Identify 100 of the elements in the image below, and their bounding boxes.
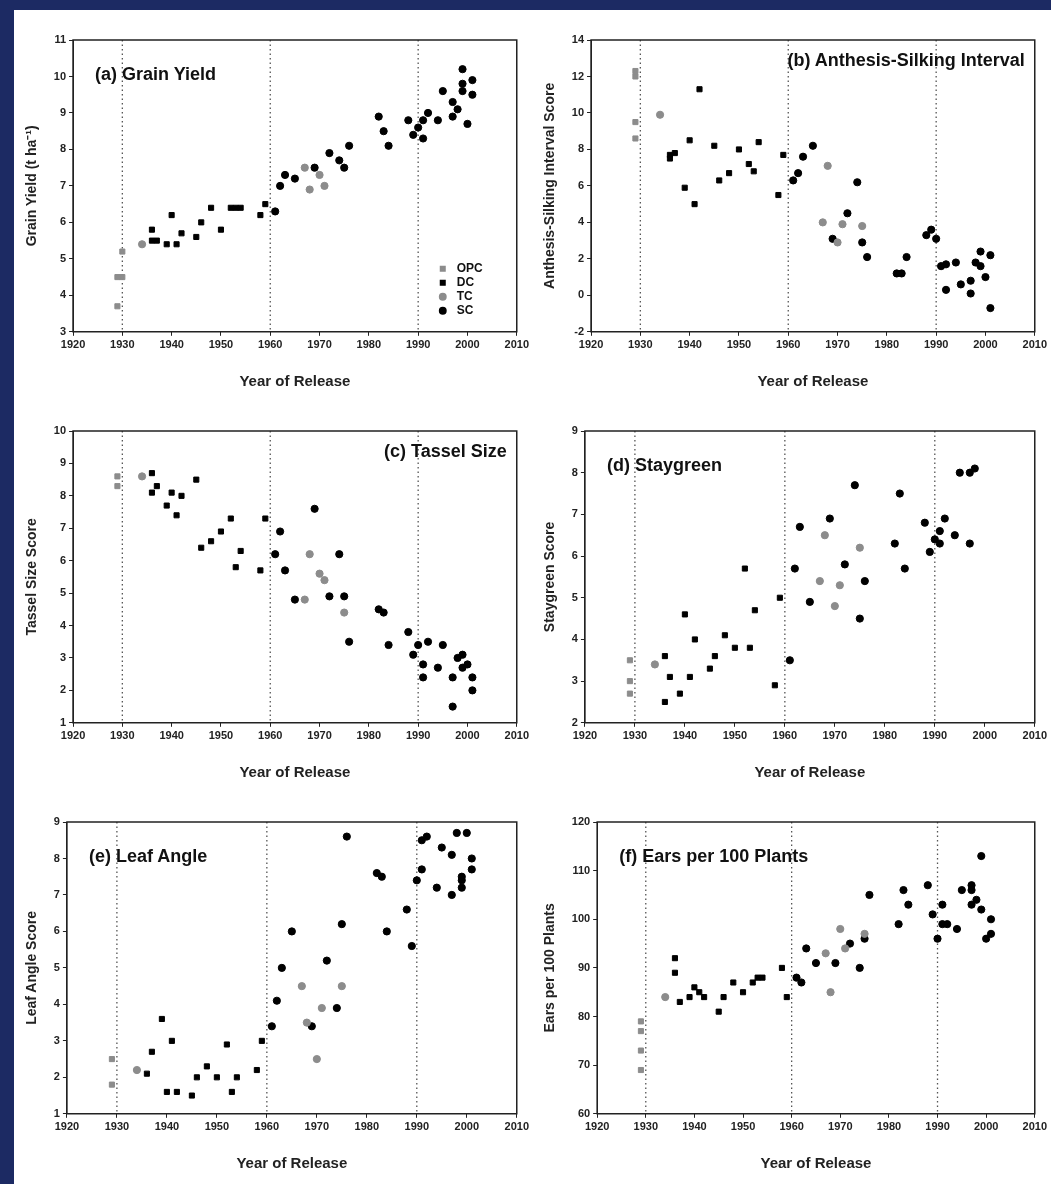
y-tick-label: 80 [577, 1009, 591, 1022]
y-tick-label: 5 [571, 590, 578, 603]
x-tick-label: 1970 [304, 1120, 330, 1133]
x-tick-label: 1920 [572, 729, 598, 742]
x-tick-label: 1960 [258, 729, 283, 742]
text: (f) Ears per 100 Plants [619, 845, 809, 866]
y-tick-label: 8 [59, 488, 67, 501]
y-tick-label: 110 [572, 863, 591, 876]
x-tick-label: 1980 [354, 1120, 380, 1133]
x-tick-label: 1990 [405, 338, 431, 351]
y-tick-label: 3 [53, 1033, 60, 1046]
x-axis-title: Year of Release [754, 763, 866, 781]
y-tick-label: 0 [577, 288, 585, 301]
y-tick-label: 6 [59, 553, 67, 566]
x-tick-label: 1970 [828, 1120, 853, 1133]
y-tick-label: 60 [577, 1106, 591, 1119]
y-tick-label: 5 [53, 960, 60, 973]
x-tick-label: 1920 [54, 1120, 80, 1133]
legend-label: OPC [456, 261, 484, 276]
y-tick-label: 4 [53, 997, 61, 1010]
x-tick-label: 2000 [454, 1120, 480, 1133]
text: (e) Leaf Angle [88, 845, 208, 866]
y-axis-title: Grain Yield (t ha⁻¹) [23, 125, 40, 247]
y-tick-label: 9 [571, 424, 578, 437]
y-tick-label: 7 [571, 507, 578, 520]
y-tick-label: 6 [577, 178, 585, 191]
y-axis-title: Anthesis-Silking Interval Score [541, 82, 558, 289]
y-tick-label: 10 [571, 105, 585, 118]
x-tick-label: 1940 [159, 729, 184, 742]
x-axis-title: Year of Release [760, 1154, 872, 1172]
x-tick-label: 1970 [307, 338, 332, 351]
x-tick-label: 1970 [825, 338, 850, 351]
x-tick-label: 1920 [60, 338, 86, 351]
legend-label: TC [456, 289, 474, 304]
y-axis-title: Ears per 100 Plants [541, 903, 558, 1033]
legend-label: SC [456, 303, 474, 318]
y-tick-label: 2 [59, 683, 67, 696]
x-axis-title: Year of Release [757, 372, 869, 390]
x-tick-label: 1930 [110, 338, 135, 351]
y-tick-label: 3 [571, 674, 578, 687]
x-tick-label: 2010 [1022, 729, 1048, 742]
x-tick-label: 1930 [110, 729, 135, 742]
x-tick-label: 2000 [973, 338, 998, 351]
y-tick-label: 9 [59, 105, 67, 118]
y-tick-label: -2 [574, 324, 585, 337]
x-tick-label: 1990 [404, 1120, 430, 1133]
x-tick-label: 1950 [204, 1120, 230, 1133]
x-tick-label: 1990 [923, 338, 949, 351]
y-tick-label: 3 [59, 324, 67, 337]
y-axis-title: Tassel Size Score [23, 518, 40, 636]
x-tick-label: 1980 [874, 338, 900, 351]
y-tick-label: 7 [59, 178, 67, 191]
x-tick-label: 1940 [682, 1120, 707, 1133]
y-tick-label: 5 [59, 586, 67, 599]
text: (b) Anthesis-Silking Interval [787, 49, 1025, 70]
x-tick-label: 1940 [672, 729, 698, 742]
y-tick-label: 10 [53, 69, 67, 82]
text: (a) Grain Yield [95, 63, 217, 84]
y-tick-label: 90 [577, 960, 591, 973]
x-tick-label: 1930 [628, 338, 653, 351]
x-tick-label: 1920 [584, 1120, 610, 1133]
y-tick-label: 14 [571, 33, 585, 46]
y-tick-label: 1 [59, 715, 67, 728]
y-tick-label: 3 [59, 650, 67, 663]
x-tick-label: 1950 [208, 338, 234, 351]
y-tick-label: 8 [59, 142, 67, 155]
x-tick-label: 1990 [925, 1120, 950, 1133]
x-tick-label: 1960 [254, 1120, 280, 1133]
y-tick-label: 6 [571, 549, 578, 562]
legend-label: DC [456, 275, 475, 290]
x-tick-label: 2000 [973, 1120, 999, 1133]
y-tick-label: 4 [59, 288, 67, 301]
y-tick-label: 8 [577, 142, 585, 155]
x-tick-label: 1980 [872, 729, 898, 742]
y-tick-label: 2 [577, 251, 585, 264]
x-tick-label: 1990 [405, 729, 431, 742]
y-tick-label: 9 [59, 456, 67, 469]
x-tick-label: 1950 [726, 338, 752, 351]
x-tick-label: 2010 [504, 338, 530, 351]
x-tick-label: 1960 [772, 729, 798, 742]
y-tick-label: 2 [571, 715, 578, 728]
y-tick-label: 100 [571, 912, 591, 925]
x-tick-label: 1920 [60, 729, 86, 742]
y-tick-label: 11 [54, 33, 67, 46]
x-tick-label: 2000 [455, 338, 480, 351]
x-tick-label: 1940 [159, 338, 184, 351]
y-tick-label: 4 [571, 632, 579, 645]
y-tick-label: 7 [59, 521, 67, 534]
y-tick-label: 1 [53, 1106, 60, 1119]
y-tick-label: 9 [53, 815, 60, 828]
x-tick-label: 1930 [633, 1120, 659, 1133]
x-tick-label: 1930 [104, 1120, 130, 1133]
x-tick-label: 1990 [922, 729, 948, 742]
y-axis-title: Leaf Angle Score [23, 910, 40, 1025]
x-tick-label: 1920 [578, 338, 604, 351]
y-tick-label: 6 [59, 215, 67, 228]
y-tick-label: 2 [53, 1070, 60, 1083]
y-tick-label: 120 [571, 815, 591, 828]
y-tick-label: 5 [59, 251, 67, 264]
text: (d) Staygreen [606, 454, 722, 475]
